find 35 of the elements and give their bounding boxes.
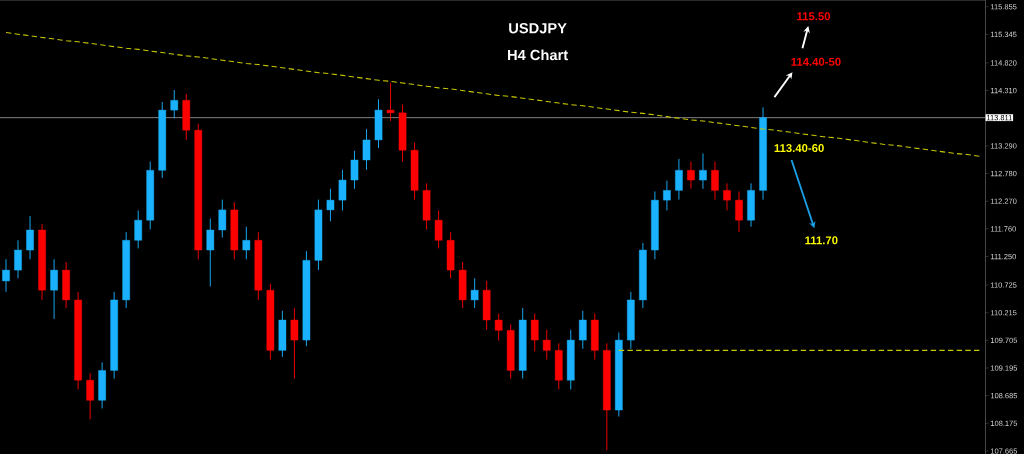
candlestick [711,161,719,201]
candlestick [386,82,395,122]
candlestick [350,150,359,190]
text: USDJPY [509,23,567,34]
candlestick [326,188,335,222]
candlestick [675,158,683,201]
candlestick [530,313,539,352]
candlestick [735,191,743,233]
annotation: 111.70 [805,236,838,245]
candlestick [290,307,299,380]
candlestick [242,226,251,260]
candlestick [578,310,587,350]
text: H4 Chart [508,49,568,61]
annotation: 115.50 [797,12,831,21]
candlestick [723,182,731,211]
annotation: 113.40-60 [774,144,824,153]
candlestick [2,258,10,293]
candlestick [134,209,142,249]
candlestick [434,209,443,249]
annotation: 114.40-50 [791,57,841,66]
candlestick [687,161,695,190]
candlestick [699,153,707,190]
candlestick [50,258,58,320]
candlestick [170,89,179,119]
candlestick [206,218,215,287]
candlestick [362,128,371,171]
candlestick [494,313,503,342]
candlestick [663,180,671,211]
candlestick [218,199,227,239]
candlestick [542,329,551,361]
candlestick [26,215,34,260]
candlestick [86,372,94,420]
candlestick [470,277,479,309]
candlestick [14,239,22,279]
candlestick [338,169,347,211]
